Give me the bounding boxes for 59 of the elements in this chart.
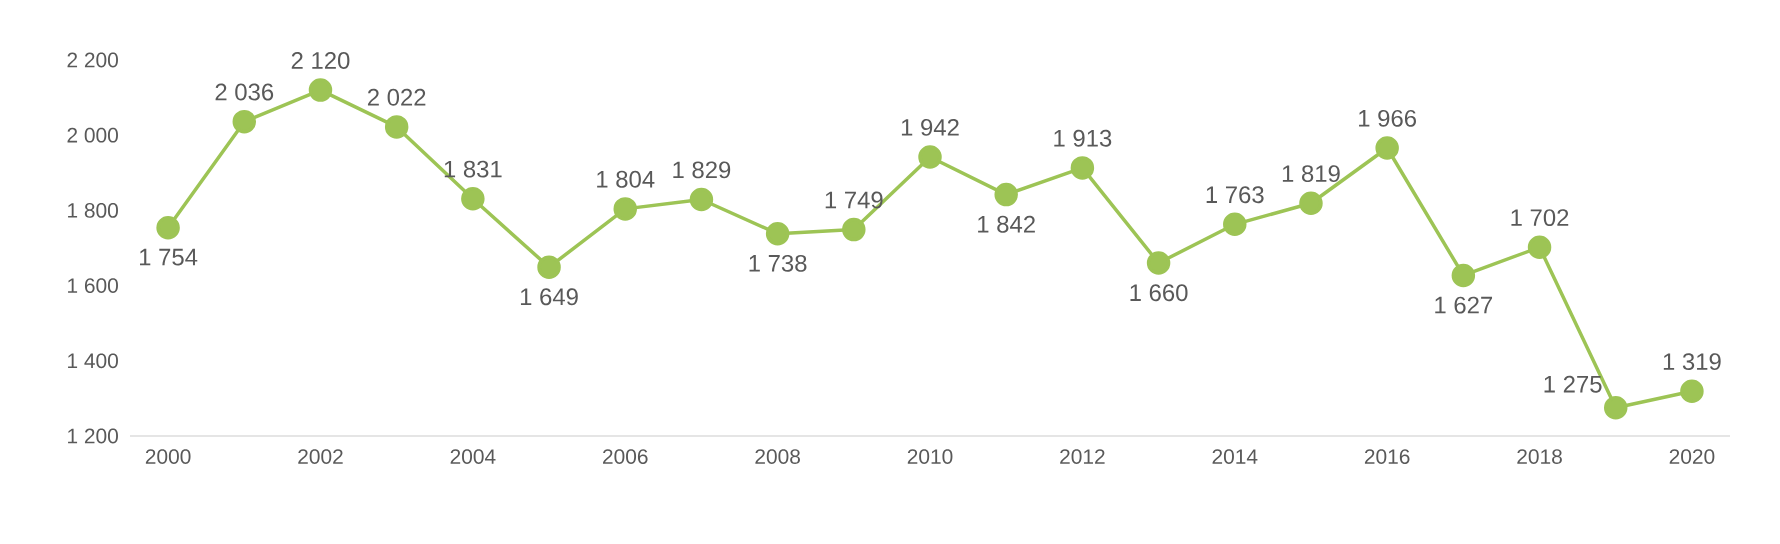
point — [1603, 396, 1628, 420]
x-tick-label: 2012 — [1060, 449, 1105, 464]
data-label: 1 660 — [1130, 284, 1188, 302]
x-tick-label: 2006 — [603, 449, 648, 464]
data-label: 1 966 — [1359, 109, 1416, 127]
data-label: 1 319 — [1663, 353, 1721, 371]
point — [156, 215, 180, 240]
x-tick-label: 2008 — [755, 449, 800, 464]
data-label: 1 738 — [749, 254, 807, 272]
data-label: 1 804 — [597, 170, 655, 188]
x-tick-label: 2020 — [1669, 449, 1715, 464]
data-label: 1 754 — [140, 248, 198, 266]
data-label: 2 120 — [291, 51, 350, 69]
data-label: 1 627 — [1435, 296, 1493, 314]
point — [1146, 251, 1171, 275]
point — [537, 255, 561, 279]
y-tick-label: 1 200 — [68, 428, 118, 444]
point — [461, 186, 485, 211]
point — [842, 217, 866, 242]
data-label: 1 942 — [901, 118, 959, 136]
data-label: 2 036 — [215, 83, 274, 101]
point — [994, 182, 1018, 207]
data-label: 1 842 — [978, 215, 1035, 233]
data-label: 1 913 — [1054, 129, 1112, 147]
data-label: 1 649 — [520, 288, 578, 306]
point — [1451, 263, 1476, 288]
x-tick-label: 2016 — [1364, 449, 1410, 464]
data-label: 1 819 — [1282, 165, 1340, 183]
point — [232, 109, 257, 134]
point — [613, 197, 637, 221]
x-tick-label: 2014 — [1212, 449, 1258, 464]
point — [1070, 156, 1095, 180]
x-tick-label: 2004 — [450, 449, 496, 464]
data-label: 1 275 — [1544, 375, 1602, 393]
point — [765, 221, 790, 246]
y-tick-label: 2 000 — [67, 127, 118, 143]
point — [1375, 136, 1399, 160]
y-tick-label: 1 600 — [68, 278, 118, 293]
point — [1223, 212, 1247, 237]
point — [1527, 235, 1552, 259]
point — [918, 145, 942, 169]
y-tick-label: 2 200 — [67, 52, 118, 68]
data-label: 1 831 — [444, 160, 502, 178]
data-label: 2 022 — [367, 88, 426, 106]
x-tick-label: 2000 — [145, 449, 191, 464]
data-label: 1 702 — [1511, 209, 1569, 227]
y-tick-label: 1 400 — [68, 353, 118, 369]
x-tick-label: 2018 — [1517, 449, 1562, 464]
point — [308, 78, 333, 102]
data-label: 1 749 — [825, 191, 883, 209]
x-tick-label: 2010 — [907, 449, 953, 464]
point — [1680, 379, 1704, 403]
point — [1299, 191, 1323, 215]
point — [384, 115, 409, 139]
data-label: 1 829 — [673, 161, 731, 179]
y-tick-label: 1 800 — [68, 202, 118, 218]
data-label: 1 763 — [1206, 186, 1264, 204]
point — [689, 187, 714, 212]
x-tick-label: 2002 — [298, 449, 343, 464]
